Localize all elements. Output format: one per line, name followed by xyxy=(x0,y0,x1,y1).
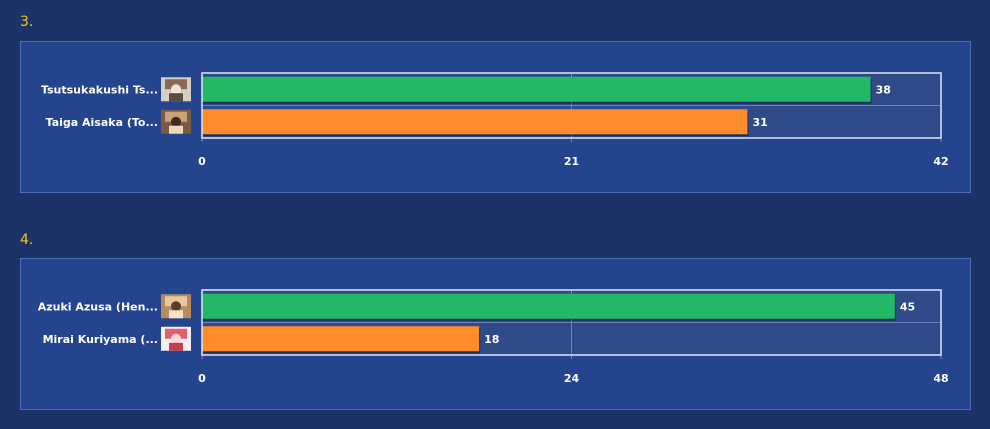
avatar-icon xyxy=(161,109,191,134)
section-number-4: 4. xyxy=(20,232,34,248)
avatar-icon xyxy=(161,77,191,102)
category-label-0: Tsutsukakushi Ts... xyxy=(41,83,158,96)
bar-1 xyxy=(202,109,748,135)
plot-frame xyxy=(201,289,942,356)
chart-panel-4: 45 Azuki Azusa (Hen... 18 Mirai Kuriyama (.… xyxy=(20,258,971,410)
data-label-0: 38 xyxy=(876,83,891,96)
plot-frame xyxy=(201,72,942,139)
bar-1 xyxy=(202,326,480,352)
x-tick-label-2: 42 xyxy=(933,155,948,168)
data-label-0: 45 xyxy=(900,300,915,313)
x-tick-label-1: 21 xyxy=(564,155,579,168)
data-label-1: 31 xyxy=(752,116,767,129)
x-tick-label-1: 24 xyxy=(564,372,580,385)
section-number-3: 3. xyxy=(20,14,34,30)
chart-3-svg: 38 Tsutsukakushi Ts... 31 Taiga Aisaka (To.… xyxy=(41,72,949,168)
bar-0 xyxy=(202,76,871,102)
category-label-1: Taiga Aisaka (To... xyxy=(46,116,158,129)
avatar-icon xyxy=(161,326,191,351)
x-tick-label-0: 0 xyxy=(198,372,206,385)
chart-4-svg: 45 Azuki Azusa (Hen... 18 Mirai Kuriyama (.… xyxy=(38,289,949,385)
category-label-0: Azuki Azusa (Hen... xyxy=(38,300,158,313)
category-label-1: Mirai Kuriyama (... xyxy=(43,333,158,346)
chart-panel-3: 38 Tsutsukakushi Ts... 31 Taiga Aisaka (To.… xyxy=(20,41,971,193)
x-tick-label-2: 48 xyxy=(933,372,948,385)
bar-0 xyxy=(202,293,895,319)
data-label-1: 18 xyxy=(484,333,499,346)
x-tick-label-0: 0 xyxy=(198,155,206,168)
avatar-icon xyxy=(161,294,191,319)
